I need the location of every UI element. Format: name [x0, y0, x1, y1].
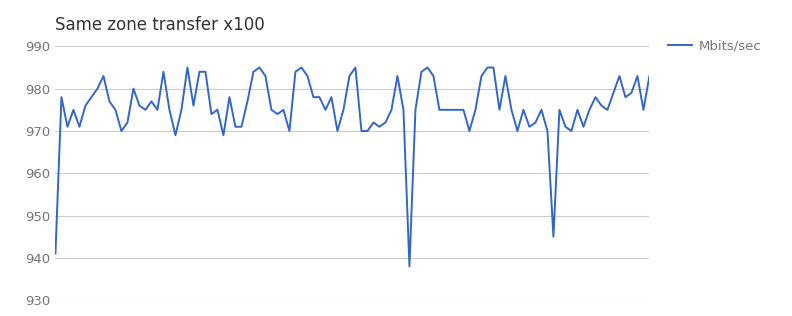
- Legend: Mbits/sec: Mbits/sec: [668, 39, 761, 52]
- Mbits/sec: [645, 74, 654, 78]
- Text: Same zone transfer x100: Same zone transfer x100: [55, 16, 265, 34]
- Mbits/sec: [609, 91, 619, 95]
- Mbits/sec: [417, 70, 426, 74]
- Mbits/sec: [165, 108, 174, 112]
- Mbits/sec: [195, 70, 204, 74]
- Mbits/sec: [363, 129, 372, 133]
- Mbits/sec: [405, 264, 414, 268]
- Mbits/sec: [183, 66, 192, 70]
- Line: Mbits/sec: Mbits/sec: [55, 68, 649, 266]
- Mbits/sec: [51, 252, 60, 256]
- Mbits/sec: [626, 91, 636, 95]
